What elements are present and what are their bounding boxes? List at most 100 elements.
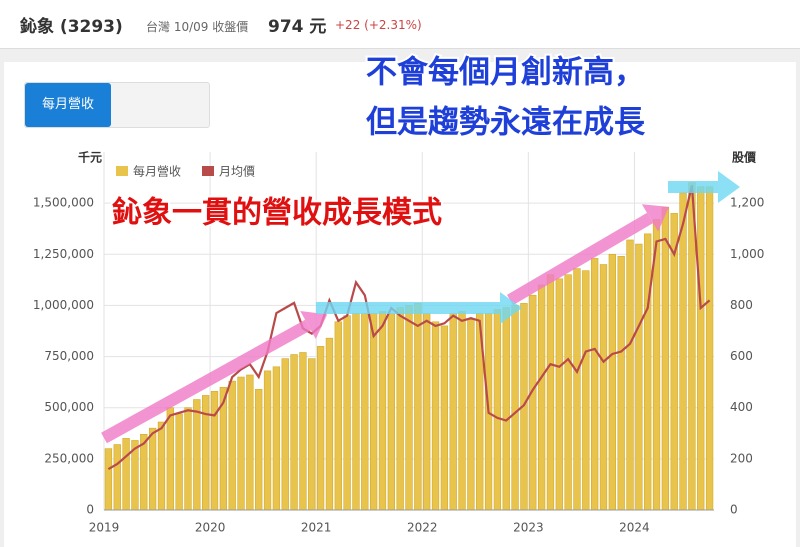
y2-tick-label: 600	[730, 349, 753, 363]
bar	[493, 309, 502, 511]
bar	[396, 307, 404, 511]
bar	[237, 376, 245, 511]
bar	[467, 319, 475, 511]
bar	[679, 192, 687, 511]
y-tick-label: 0	[86, 503, 94, 517]
bar	[705, 186, 714, 511]
bar	[325, 337, 334, 511]
arrow-shaft	[101, 319, 311, 444]
bar	[113, 444, 121, 511]
annotation: 不會每個月創新高，	[366, 55, 645, 91]
bar	[246, 374, 254, 511]
tab[interactable]: 每月營收	[25, 83, 111, 127]
bar	[599, 264, 608, 511]
arrow-head	[300, 311, 328, 339]
annotation: 但是趨勢永遠在成長	[366, 105, 646, 141]
bar	[290, 354, 298, 511]
arrow-head	[718, 171, 740, 203]
y2-tick-label: 0	[730, 503, 738, 517]
bar	[582, 270, 590, 511]
bar	[210, 391, 219, 511]
bar	[193, 399, 201, 511]
bar	[546, 274, 555, 511]
bar	[449, 313, 457, 511]
bar	[352, 313, 360, 511]
y2-tick-label: 1,200	[730, 196, 764, 210]
stock-name: 鈊象 (3293)	[20, 17, 123, 37]
y2-axis-label: 股價	[732, 150, 757, 165]
arrow-head	[500, 292, 522, 324]
change: +22 (+2.31%)	[335, 18, 422, 32]
bar	[414, 303, 422, 511]
bar	[263, 370, 272, 511]
bar	[431, 321, 440, 511]
y2-tick-label: 800	[730, 298, 753, 312]
bar	[555, 278, 563, 511]
y2-tick-label: 200	[730, 451, 753, 465]
bar	[343, 315, 351, 511]
x-tick-label: 2022	[407, 521, 438, 535]
header: 鈊象 (3293) 台灣 10/09 收盤價 974 元 +22 (+2.31%…	[0, 0, 800, 49]
bar	[661, 206, 670, 511]
x-tick-label: 2020	[195, 521, 226, 535]
bar	[281, 358, 289, 511]
market: 台灣 10/09 收盤價	[146, 20, 249, 34]
y2-tick-label: 1,000	[730, 247, 764, 261]
bar	[423, 313, 431, 511]
x-tick-label: 2019	[89, 521, 120, 535]
bar	[405, 305, 413, 511]
bar	[316, 346, 325, 511]
bar	[166, 407, 174, 511]
x-tick-label: 2024	[619, 521, 650, 535]
bar	[617, 256, 625, 511]
bar	[157, 421, 166, 511]
bar	[104, 448, 113, 511]
bar	[228, 380, 236, 511]
legend-swatch	[116, 166, 128, 176]
bar	[458, 311, 466, 511]
bar	[299, 352, 307, 511]
x-tick-label: 2021	[301, 521, 332, 535]
bar	[334, 321, 342, 511]
bar	[697, 186, 705, 511]
bar	[590, 258, 599, 511]
bar	[184, 407, 192, 511]
bar	[529, 294, 537, 511]
tab-bar: 每月營收	[24, 82, 210, 128]
bar	[387, 313, 395, 511]
bar	[635, 243, 643, 511]
bar	[573, 268, 581, 511]
bar	[626, 239, 634, 511]
bar	[175, 413, 183, 511]
x-tick-label: 2023	[513, 521, 544, 535]
bar	[148, 427, 157, 511]
bar	[361, 313, 369, 511]
y-tick-label: 250,000	[44, 451, 94, 465]
line	[107, 184, 711, 471]
bar	[378, 311, 387, 511]
price: 974 元	[268, 17, 327, 37]
bar	[440, 325, 449, 511]
bar	[670, 213, 678, 511]
bar	[272, 366, 281, 511]
bar	[308, 358, 316, 511]
arrow-head	[641, 204, 669, 232]
y-tick-label: 500,000	[44, 400, 94, 414]
arrow-shaft	[506, 212, 654, 306]
y-tick-label: 1,000,000	[33, 298, 94, 312]
bar	[511, 305, 519, 511]
y-tick-label: 1,500,000	[33, 196, 94, 210]
bar	[644, 233, 652, 511]
bar	[564, 274, 572, 511]
bar	[369, 313, 378, 511]
bar	[122, 438, 130, 511]
annotation: 鈊象一貫的營收成長模式	[112, 196, 442, 231]
legend-label: 每月營收	[133, 164, 181, 179]
y-tick-label: 750,000	[44, 349, 94, 363]
bar	[537, 284, 546, 511]
y2-tick-label: 400	[730, 400, 753, 414]
y-axis-label: 千元	[78, 150, 102, 165]
bar	[502, 307, 510, 511]
